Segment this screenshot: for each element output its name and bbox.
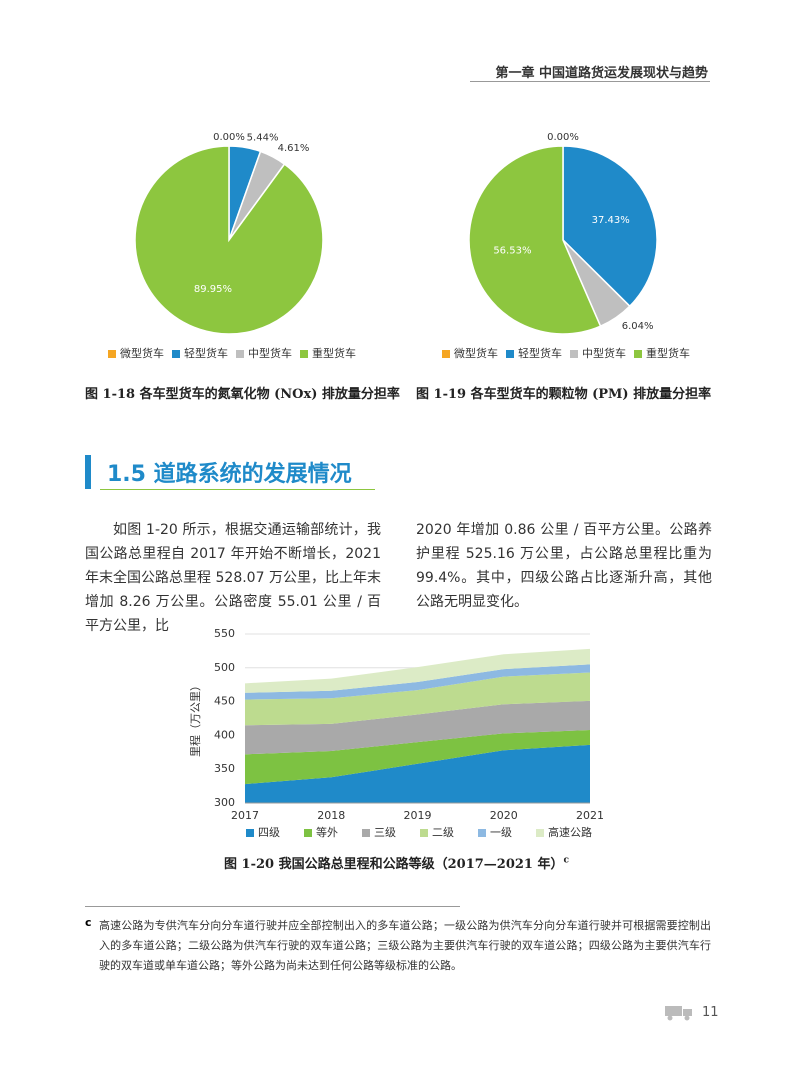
page-number: 11 xyxy=(702,1005,719,1020)
legend-swatch xyxy=(420,829,428,837)
area xyxy=(245,729,590,785)
y-tick-label: 500 xyxy=(214,661,235,674)
chapter-header: 第一章 中国道路货运发展现状与趋势 xyxy=(495,66,708,81)
legend-swatch xyxy=(236,350,244,358)
area xyxy=(245,700,590,755)
pie-slice xyxy=(134,145,324,335)
y-tick-label: 400 xyxy=(214,728,235,741)
x-tick-label: 2017 xyxy=(231,809,259,822)
legend-swatch xyxy=(506,350,514,358)
legend-label: 等外 xyxy=(316,825,338,839)
legend-swatch xyxy=(536,829,544,837)
data-label: 0.00% xyxy=(547,132,579,143)
legend-swatch xyxy=(304,829,312,837)
legend-label: 三级 xyxy=(374,826,396,839)
legend-swatch xyxy=(108,350,116,358)
legend-swatch xyxy=(570,350,578,358)
x-tick-label: 2019 xyxy=(404,809,432,822)
pie-slice xyxy=(468,145,602,335)
legend-label: 二级 xyxy=(432,826,454,839)
paragraph: 2020 年增加 0.86 公里 / 百平方公里。公路养护里程 525.16 万… xyxy=(416,522,712,610)
data-label: 56.53% xyxy=(493,246,531,257)
figure-caption: 图 1-19 各车型货车的颗粒物 (PM) 排放量分担率 xyxy=(416,387,712,402)
header-rule xyxy=(470,81,710,82)
area xyxy=(245,744,590,803)
x-tick-label: 2021 xyxy=(576,809,604,822)
y-tick-label: 450 xyxy=(214,695,235,708)
footnote-rule xyxy=(85,906,460,907)
footnote-text: 高速公路为专供汽车分向分车道行驶并应全部控制出入的多车道公路；一级公路为供汽车分… xyxy=(99,919,711,972)
legend-label: 轻型货车 xyxy=(184,346,228,360)
y-axis-label: 里程（万公里） xyxy=(189,680,202,757)
legend-swatch xyxy=(478,829,486,837)
data-label: 5.44% xyxy=(247,133,279,144)
data-label: 6.04% xyxy=(622,321,654,332)
legend-swatch xyxy=(442,350,450,358)
data-label: 0.00% xyxy=(213,132,245,143)
y-tick-label: 300 xyxy=(214,796,235,809)
data-label: 89.95% xyxy=(194,284,232,295)
y-tick-label: 350 xyxy=(214,762,235,775)
legend-label: 高速公路 xyxy=(548,825,592,839)
data-label: 4.61% xyxy=(278,143,310,154)
caption-text: 图 1-20 我国公路总里程和公路等级（2017—2021 年） xyxy=(224,857,564,872)
legend-label: 重型货车 xyxy=(646,346,690,360)
legend-label: 重型货车 xyxy=(312,346,356,360)
legend-swatch xyxy=(300,350,308,358)
legend-label: 微型货车 xyxy=(120,346,164,360)
figure-caption: 图 1-20 我国公路总里程和公路等级（2017—2021 年）c xyxy=(0,853,793,872)
area xyxy=(245,672,590,726)
section-title: 1.5 道路系统的发展情况 xyxy=(107,462,352,487)
y-tick-label: 550 xyxy=(214,627,235,640)
data-label: 37.43% xyxy=(592,215,630,226)
legend-swatch xyxy=(172,350,180,358)
section-bar xyxy=(85,455,91,489)
legend-label: 中型货车 xyxy=(248,346,292,360)
pie-slice xyxy=(562,145,658,308)
section-underline xyxy=(100,489,375,490)
legend-label: 四级 xyxy=(258,826,280,839)
x-tick-label: 2020 xyxy=(490,809,518,822)
figure-caption: 图 1-18 各车型货车的氮氧化物 (NOx) 排放量分担率 xyxy=(85,387,400,402)
legend-label: 轻型货车 xyxy=(518,346,562,360)
legend-swatch xyxy=(634,350,642,358)
areas xyxy=(245,648,590,803)
legend-swatch xyxy=(362,829,370,837)
paragraph: 如图 1-20 所示，根据交通运输部统计，我国公路总里程自 2017 年开始不断… xyxy=(85,522,381,634)
legend-swatch xyxy=(246,829,254,837)
truck-icon xyxy=(665,1005,693,1021)
footnote-ref: c xyxy=(563,855,569,866)
x-tick-label: 2018 xyxy=(317,809,345,822)
legend-label: 微型货车 xyxy=(454,346,498,360)
footnote-mark: c xyxy=(85,916,92,929)
legend-label: 一级 xyxy=(490,826,512,839)
area xyxy=(245,648,590,693)
legend-label: 中型货车 xyxy=(582,346,626,360)
